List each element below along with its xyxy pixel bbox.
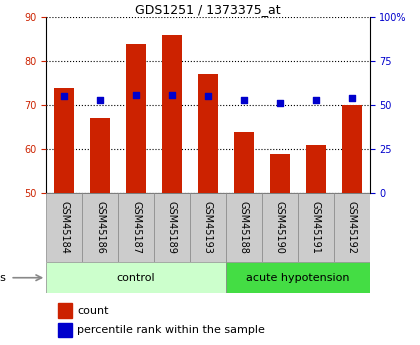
Bar (46, 262, 226, 293)
Text: GSM45187: GSM45187 (131, 201, 141, 254)
Title: GDS1251 / 1373375_at: GDS1251 / 1373375_at (135, 3, 281, 16)
Text: GSM45186: GSM45186 (95, 201, 105, 254)
Point (241, 97, 247, 103)
Bar (298, 193, 333, 262)
Bar (118, 193, 154, 262)
Bar (58, 303, 72, 317)
Bar (226, 262, 370, 293)
Bar (54, 88, 74, 193)
Bar (342, 105, 362, 193)
Point (276, 101, 283, 106)
Point (97, 97, 103, 103)
Text: GSM45188: GSM45188 (239, 201, 249, 254)
Text: GSM45193: GSM45193 (203, 201, 213, 254)
Text: percentile rank within the sample: percentile rank within the sample (77, 325, 265, 335)
Point (205, 93, 211, 99)
Point (168, 92, 175, 97)
Bar (154, 193, 190, 262)
Bar (306, 145, 326, 193)
Bar (333, 193, 370, 262)
Bar (46, 193, 82, 262)
Text: GSM45192: GSM45192 (346, 201, 357, 254)
Text: stress: stress (0, 273, 7, 283)
Bar (82, 193, 118, 262)
Point (61, 93, 68, 99)
Bar (262, 193, 298, 262)
Text: control: control (117, 273, 155, 283)
Bar (90, 118, 110, 193)
Bar (190, 193, 226, 262)
Point (348, 96, 355, 101)
Bar (162, 35, 182, 193)
Point (133, 92, 139, 97)
Point (312, 97, 319, 103)
Text: GSM45191: GSM45191 (311, 201, 321, 254)
Text: GSM45189: GSM45189 (167, 201, 177, 254)
Bar (58, 323, 72, 337)
Text: count: count (77, 306, 108, 315)
Bar (234, 132, 254, 193)
Text: GSM45190: GSM45190 (275, 201, 285, 254)
Bar (198, 75, 218, 193)
Text: acute hypotension: acute hypotension (246, 273, 349, 283)
Text: GSM45184: GSM45184 (59, 201, 69, 254)
Bar (270, 154, 290, 193)
Bar (126, 43, 146, 193)
Bar (226, 193, 262, 262)
